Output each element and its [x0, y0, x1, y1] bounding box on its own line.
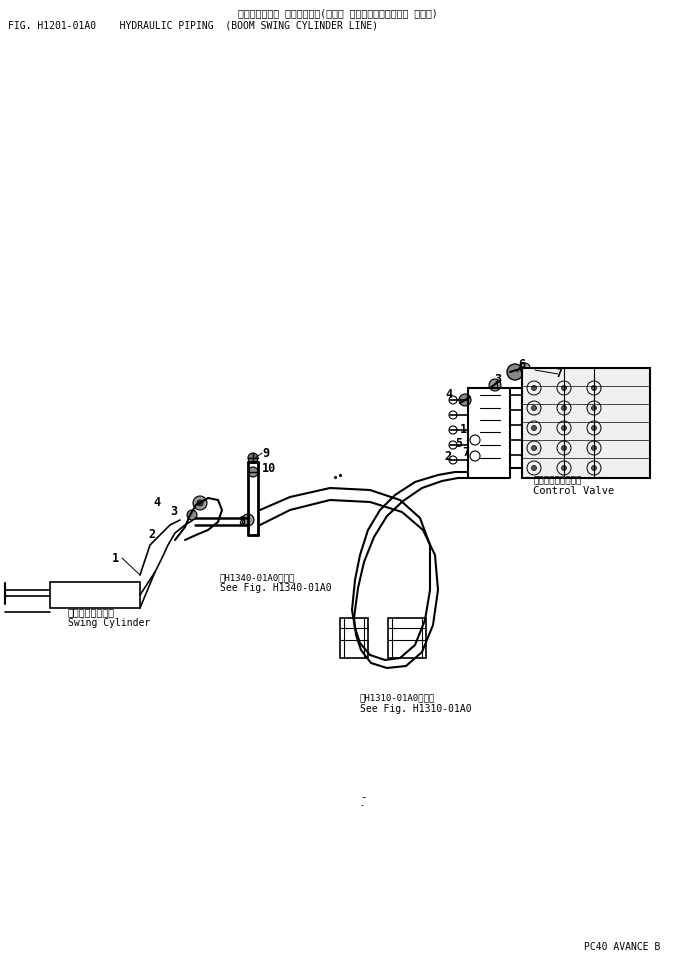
Circle shape	[248, 453, 258, 463]
Text: FIG. H1201-01A0    HYDRAULIC PIPING  (BOOM SWING CYLINDER LINE): FIG. H1201-01A0 HYDRAULIC PIPING (BOOM S…	[8, 20, 378, 30]
Circle shape	[242, 514, 254, 526]
Circle shape	[592, 405, 596, 411]
Text: -: -	[360, 792, 367, 802]
Circle shape	[562, 425, 566, 430]
Text: 1: 1	[112, 552, 119, 565]
Circle shape	[520, 363, 530, 373]
Circle shape	[592, 466, 596, 470]
Bar	[340, 618, 368, 658]
Text: 7: 7	[462, 446, 469, 459]
Circle shape	[562, 466, 566, 470]
Text: Control Valve: Control Valve	[533, 486, 614, 496]
Circle shape	[592, 386, 596, 391]
Circle shape	[193, 496, 207, 510]
Text: Swing Cylinder: Swing Cylinder	[68, 618, 150, 628]
Bar	[388, 618, 426, 658]
Text: 1: 1	[460, 423, 467, 436]
Text: 6: 6	[518, 358, 525, 371]
Text: スイングシリンダ: スイングシリンダ	[68, 607, 115, 617]
Circle shape	[562, 386, 566, 391]
Text: 2: 2	[444, 450, 451, 463]
Bar	[50, 582, 140, 608]
Circle shape	[459, 394, 471, 406]
Circle shape	[507, 364, 523, 380]
Circle shape	[531, 466, 537, 470]
Circle shape	[562, 405, 566, 411]
Text: ハイドロリック パイピング　(ブーム スイング　シリンダー ライン): ハイドロリック パイピング (ブーム スイング シリンダー ライン)	[238, 8, 438, 18]
Circle shape	[489, 379, 501, 391]
Text: 8: 8	[238, 515, 245, 528]
Text: 5: 5	[455, 437, 462, 450]
Text: 7: 7	[555, 367, 562, 380]
Text: 4: 4	[445, 388, 452, 401]
Circle shape	[531, 445, 537, 450]
Text: See Fig. H1340-01A0: See Fig. H1340-01A0	[220, 583, 332, 593]
Circle shape	[592, 445, 596, 450]
Text: -: -	[360, 801, 365, 810]
Bar	[522, 368, 650, 478]
Circle shape	[531, 386, 537, 391]
Circle shape	[248, 467, 258, 477]
Text: 3: 3	[494, 373, 501, 386]
Text: PC40 AVANCE B: PC40 AVANCE B	[583, 942, 660, 952]
Circle shape	[187, 510, 197, 520]
Text: 4: 4	[153, 496, 160, 509]
Text: 2: 2	[148, 528, 155, 541]
Text: コントロールバルブ: コントロールバルブ	[533, 476, 581, 485]
Circle shape	[592, 425, 596, 430]
Circle shape	[197, 500, 203, 506]
Circle shape	[531, 405, 537, 411]
Circle shape	[531, 425, 537, 430]
Text: 置H1340-01A0図参照: 置H1340-01A0図参照	[220, 573, 295, 582]
Text: See Fig. H1310-01A0: See Fig. H1310-01A0	[360, 704, 472, 714]
Text: 10: 10	[262, 462, 276, 475]
Text: 3: 3	[170, 505, 177, 518]
Text: 置H1310-01A0図参照: 置H1310-01A0図参照	[360, 693, 435, 702]
Text: 9: 9	[262, 447, 269, 460]
Circle shape	[562, 445, 566, 450]
